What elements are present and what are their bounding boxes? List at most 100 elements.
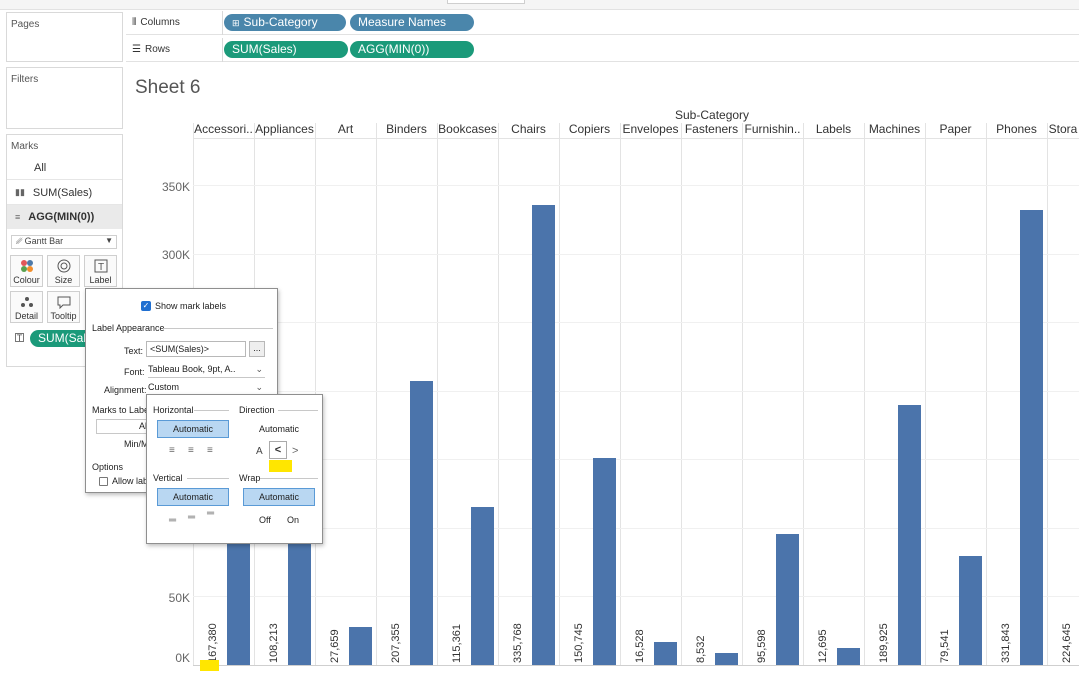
data-label: 8,532 <box>695 635 707 663</box>
divider <box>260 478 318 479</box>
bar[interactable] <box>898 404 921 665</box>
mark-type-dropdown[interactable]: ␥ Gantt Bar ▼ <box>11 235 117 249</box>
marks-agg-min[interactable]: ≡ AGG(MIN(0)) <box>7 205 122 229</box>
gridline <box>193 596 1079 598</box>
size-button[interactable]: Size <box>47 255 80 287</box>
top-toolbar-strip <box>0 0 1079 10</box>
column-header[interactable]: Stora <box>1048 122 1078 136</box>
column-header[interactable]: Furnishin.. <box>744 122 801 136</box>
direction-heading: Direction <box>239 405 275 415</box>
bar[interactable] <box>593 458 616 665</box>
direction-up-icon[interactable]: < <box>269 441 287 459</box>
y-tick: 0K <box>175 651 190 665</box>
marks-to-label-minmax[interactable]: Min/M <box>124 439 149 449</box>
label-button[interactable]: T Label <box>84 255 117 287</box>
vertical-align-bottom-icon[interactable]: ═ <box>207 508 215 519</box>
wrap-on[interactable]: On <box>287 515 300 525</box>
text-input[interactable]: <SUM(Sales)> <box>146 341 246 357</box>
bar-chart-icon: ▮▮ <box>15 187 25 197</box>
column-header[interactable]: Art <box>337 122 354 136</box>
bar[interactable] <box>471 506 494 665</box>
pill-measure-names[interactable]: Measure Names <box>350 14 474 31</box>
column-header[interactable]: Machines <box>868 122 921 136</box>
filters-card: Filters <box>6 67 123 129</box>
checkbox-checked-icon[interactable]: ✓ <box>141 301 151 311</box>
text-edit-button[interactable]: ... <box>249 341 265 357</box>
detail-icon <box>11 294 42 309</box>
divider <box>278 410 318 411</box>
column-header[interactable]: Copiers <box>568 122 611 136</box>
column-separator <box>864 123 865 665</box>
bar[interactable] <box>410 380 433 665</box>
direction-horizontal[interactable]: A <box>256 446 263 457</box>
bar[interactable] <box>715 653 738 665</box>
svg-text:T: T <box>97 262 103 273</box>
column-header[interactable]: Phones <box>996 122 1037 136</box>
column-header[interactable]: Appliances <box>255 122 314 136</box>
data-label: 108,213 <box>268 623 280 663</box>
wrap-heading: Wrap <box>239 473 261 483</box>
checkbox-unchecked-icon[interactable] <box>99 476 108 486</box>
direction-automatic[interactable]: Automatic <box>258 424 300 434</box>
toolbar-selector[interactable] <box>447 0 525 4</box>
bar[interactable] <box>837 647 860 665</box>
columns-icon: ⦀ <box>132 17 137 28</box>
vertical-align-top-icon[interactable]: ═ <box>169 515 177 526</box>
wrap-automatic[interactable]: Automatic <box>243 488 315 506</box>
worksheet-view: Sheet 6 Sub-Category 350K 300K 50K 0K Ac… <box>128 68 1079 674</box>
vertical-automatic[interactable]: Automatic <box>157 488 229 506</box>
pages-title: Pages <box>11 19 40 30</box>
marks-all[interactable]: All <box>7 156 122 180</box>
colour-button[interactable]: Colour <box>10 255 43 287</box>
highlight-marker <box>200 660 219 671</box>
bar[interactable] <box>288 516 311 665</box>
header-divider <box>193 138 1079 139</box>
column-header[interactable]: Accessori.. <box>194 122 253 136</box>
show-mark-labels-row[interactable]: ✓ Show mark labels <box>141 301 227 311</box>
data-label: 335,768 <box>512 623 524 663</box>
label-pill-sum-sales[interactable]: SUM(Sal <box>30 330 95 347</box>
column-separator <box>1047 123 1048 665</box>
column-header[interactable]: Labels <box>815 122 852 136</box>
marks-to-label-heading: Marks to Label <box>92 405 152 415</box>
column-separator <box>681 123 682 665</box>
marks-card: Marks <box>6 134 123 367</box>
detail-button[interactable]: Detail <box>10 291 43 323</box>
column-header[interactable]: Envelopes <box>622 122 679 136</box>
marks-sum-sales[interactable]: ▮▮ SUM(Sales) <box>7 181 122 205</box>
font-dropdown[interactable]: Tableau Book, 9pt, A.. ⌄ <box>148 364 265 378</box>
horizontal-automatic[interactable]: Automatic <box>157 420 229 438</box>
direction-down-icon[interactable]: > <box>292 445 299 457</box>
wrap-off[interactable]: Off <box>259 515 271 525</box>
tooltip-button[interactable]: Tooltip <box>47 291 80 323</box>
pill-agg-min[interactable]: AGG(MIN(0)) <box>350 41 474 58</box>
horizontal-align-left-icon[interactable]: ≡ <box>169 445 175 456</box>
shelf-divider <box>222 11 223 35</box>
column-separator <box>559 123 560 665</box>
pill-sum-sales[interactable]: SUM(Sales) <box>224 41 348 58</box>
column-separator <box>803 123 804 665</box>
vertical-align-middle-icon[interactable]: ═ <box>188 512 196 523</box>
bar[interactable] <box>1020 209 1043 665</box>
pill-sub-category[interactable]: ⊞ Sub-Category <box>224 14 346 31</box>
rows-shelf: ☰ Rows SUM(Sales) AGG(MIN(0)) <box>126 38 1079 62</box>
data-label: 16,528 <box>634 629 646 663</box>
allow-labels-row[interactable]: Allow lab <box>99 476 148 486</box>
bar[interactable] <box>349 627 372 665</box>
bar[interactable] <box>532 204 555 665</box>
column-header[interactable]: Paper <box>939 122 972 136</box>
column-header[interactable]: Chairs <box>511 122 546 136</box>
data-label: 12,695 <box>817 629 829 663</box>
bar[interactable] <box>776 533 799 665</box>
bar[interactable] <box>654 642 677 665</box>
column-header[interactable]: Fasteners <box>684 122 739 136</box>
horizontal-align-center-icon[interactable]: ≡ <box>188 445 194 456</box>
data-label: 150,745 <box>573 623 585 663</box>
column-header[interactable]: Bookcases <box>438 122 497 136</box>
column-header[interactable]: Binders <box>386 122 427 136</box>
bar[interactable] <box>959 555 982 665</box>
label-appearance-heading: Label Appearance <box>92 323 165 333</box>
horizontal-align-right-icon[interactable]: ≡ <box>207 445 213 456</box>
gridline <box>193 390 1079 392</box>
y-tick: 50K <box>168 591 190 605</box>
